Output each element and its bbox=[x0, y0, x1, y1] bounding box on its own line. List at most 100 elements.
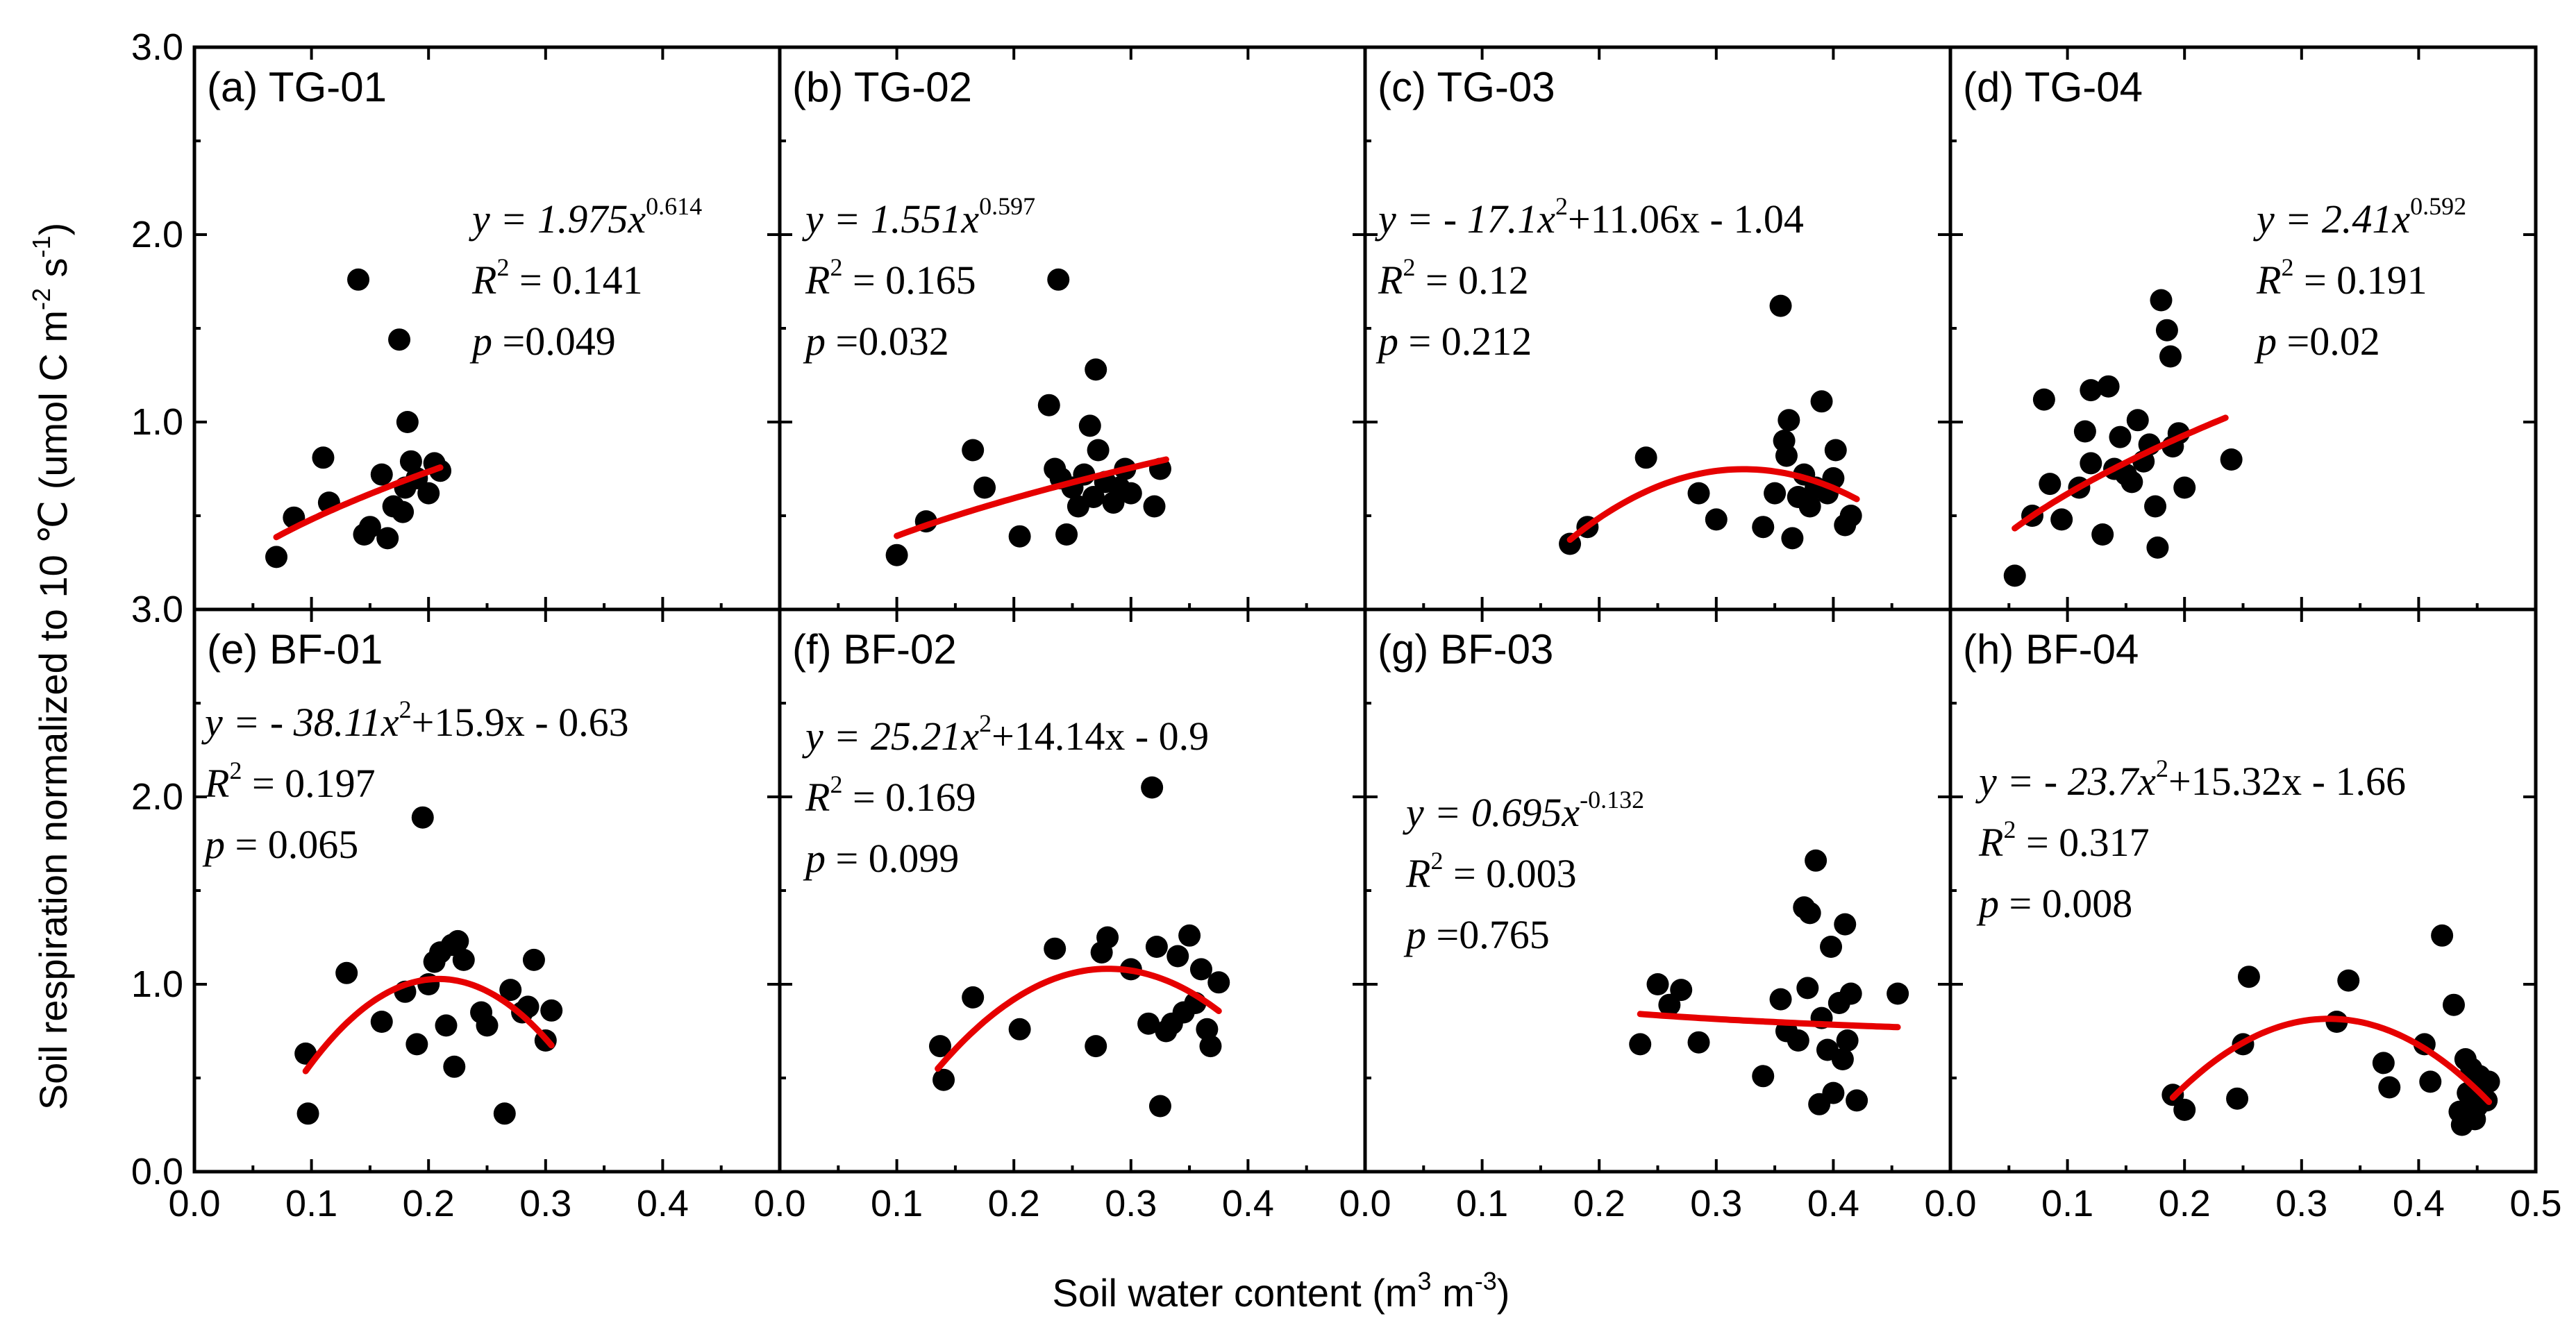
x-tick-label: 0.4 bbox=[1222, 1183, 1274, 1224]
data-point bbox=[1119, 482, 1142, 505]
data-point bbox=[2226, 1087, 2249, 1110]
data-point bbox=[396, 411, 419, 433]
y-tick-label: 3.0 bbox=[131, 26, 183, 68]
fit-equation: y = 1.975x0.614 bbox=[469, 192, 702, 242]
x-tick-label: 0.2 bbox=[1573, 1183, 1625, 1224]
data-point bbox=[2126, 409, 2149, 432]
data-point bbox=[2378, 1076, 2401, 1099]
data-point bbox=[411, 806, 434, 829]
p-value: p =0.032 bbox=[803, 319, 949, 364]
data-point bbox=[1055, 523, 1078, 546]
fit-curve bbox=[1637, 1011, 1901, 1031]
fit-equation: y = 2.41x0.592 bbox=[2253, 192, 2466, 242]
data-point bbox=[2220, 448, 2243, 471]
data-point bbox=[1658, 993, 1681, 1016]
data-point bbox=[2372, 1052, 2395, 1075]
data-point bbox=[358, 516, 381, 539]
data-point bbox=[973, 476, 996, 499]
panels-group: 1.0 2.0 3.0 (a) TG-01 y = 1.975x0.614 R2 = 0.… bbox=[131, 26, 2562, 1224]
data-point bbox=[1037, 394, 1060, 416]
data-point bbox=[388, 328, 411, 351]
data-point bbox=[1199, 1035, 1222, 1058]
panel-label: (d) TG-04 bbox=[1963, 64, 2143, 110]
data-point bbox=[2442, 993, 2465, 1016]
data-point bbox=[1687, 482, 1710, 505]
data-point bbox=[1781, 527, 1804, 550]
data-point bbox=[2337, 969, 2360, 992]
x-tick-label: 0.0 bbox=[168, 1183, 220, 1224]
data-point bbox=[540, 999, 563, 1022]
data-point bbox=[928, 1035, 951, 1058]
data-point bbox=[2032, 388, 2055, 411]
x-tick-label: 0.4 bbox=[2393, 1183, 2445, 1224]
panel-label: (e) BF-01 bbox=[207, 626, 383, 673]
data-point bbox=[1705, 508, 1728, 531]
data-point bbox=[1887, 982, 1909, 1005]
data-point bbox=[1775, 444, 1798, 467]
data-point bbox=[1082, 486, 1105, 508]
data-point bbox=[376, 527, 399, 550]
data-point bbox=[1834, 913, 1857, 936]
data-point bbox=[1798, 495, 1821, 518]
data-point bbox=[476, 1014, 499, 1037]
data-point bbox=[885, 543, 908, 566]
data-point bbox=[1189, 958, 1212, 981]
data-point bbox=[2146, 536, 2169, 559]
data-point bbox=[1764, 482, 1787, 505]
data-point bbox=[1008, 525, 1031, 548]
data-point bbox=[2173, 476, 2196, 499]
data-point bbox=[2073, 420, 2096, 443]
x-tick-label: 0.0 bbox=[1339, 1183, 1391, 1224]
data-point bbox=[1752, 1065, 1775, 1088]
x-tick-label: 0.0 bbox=[1924, 1183, 1976, 1224]
data-point bbox=[370, 1011, 393, 1033]
data-point bbox=[1822, 1081, 1845, 1104]
x-tick-label: 0.3 bbox=[519, 1183, 571, 1224]
data-point bbox=[962, 986, 985, 1009]
data-point bbox=[1687, 1031, 1710, 1054]
panel-label: (a) TG-01 bbox=[207, 64, 387, 110]
panel-6: 0.0 0.1 0.2 0.3 0.4 (f) BF-02 y = 25.21x2+14.1… bbox=[753, 607, 1367, 1224]
data-point bbox=[2237, 966, 2260, 988]
data-point bbox=[2477, 1070, 2500, 1093]
data-point bbox=[446, 929, 469, 952]
data-point bbox=[1166, 945, 1189, 968]
y-tick-label: 0.0 bbox=[131, 1151, 183, 1193]
data-point bbox=[493, 1102, 516, 1125]
data-point bbox=[1769, 988, 1792, 1011]
fit-curve bbox=[894, 456, 1169, 539]
data-point bbox=[2431, 924, 2454, 947]
data-point bbox=[1629, 1033, 1652, 1056]
data-point bbox=[1207, 971, 1230, 994]
fit-equation: y = 25.21x2+14.14x - 0.9 bbox=[802, 709, 1209, 759]
p-value: p =0.765 bbox=[1403, 912, 1550, 957]
data-point bbox=[1820, 936, 1843, 958]
data-point bbox=[499, 979, 522, 1002]
data-point bbox=[1796, 977, 1819, 1000]
fit-curve bbox=[2012, 414, 2229, 532]
data-point bbox=[1634, 446, 1657, 469]
r-squared: R2 = 0.003 bbox=[1405, 847, 1577, 896]
data-point bbox=[2419, 1070, 2442, 1093]
panel-8: 0.0 0.1 0.2 0.3 0.4 0.5 (h) BF-04 y = - 23.7x2+… bbox=[1924, 607, 2562, 1224]
data-point bbox=[1824, 439, 1847, 462]
data-point bbox=[1096, 926, 1119, 949]
r-squared: R2 = 0.197 bbox=[204, 757, 376, 806]
data-point bbox=[265, 546, 288, 568]
data-point bbox=[335, 961, 358, 984]
panel-4: (d) TG-04 y = 2.41x0.592 R2 = 0.191 p =0.02 bbox=[1948, 45, 2538, 612]
data-point bbox=[1769, 294, 1792, 317]
p-value: p =0.02 bbox=[2254, 319, 2380, 364]
panel-5: 0.0 0.1 0.2 0.3 0.4 0.0 1.0 2.0 3.0 (e) BF-01 y = … bbox=[131, 589, 782, 1224]
r-squared: R2 = 0.169 bbox=[805, 770, 976, 820]
r-squared: R2 = 0.12 bbox=[1378, 253, 1529, 303]
p-value: p = 0.008 bbox=[1976, 881, 2132, 926]
panel-label: (b) TG-02 bbox=[792, 64, 972, 110]
panel-frame bbox=[778, 607, 1367, 1174]
x-tick-label: 0.5 bbox=[2509, 1183, 2561, 1224]
x-tick-label: 0.4 bbox=[637, 1183, 689, 1224]
p-value: p = 0.212 bbox=[1375, 319, 1532, 364]
panel-1: 1.0 2.0 3.0 (a) TG-01 y = 1.975x0.614 R2 = 0.… bbox=[131, 26, 782, 612]
data-point bbox=[1008, 1018, 1031, 1040]
fit-curve bbox=[273, 464, 444, 541]
